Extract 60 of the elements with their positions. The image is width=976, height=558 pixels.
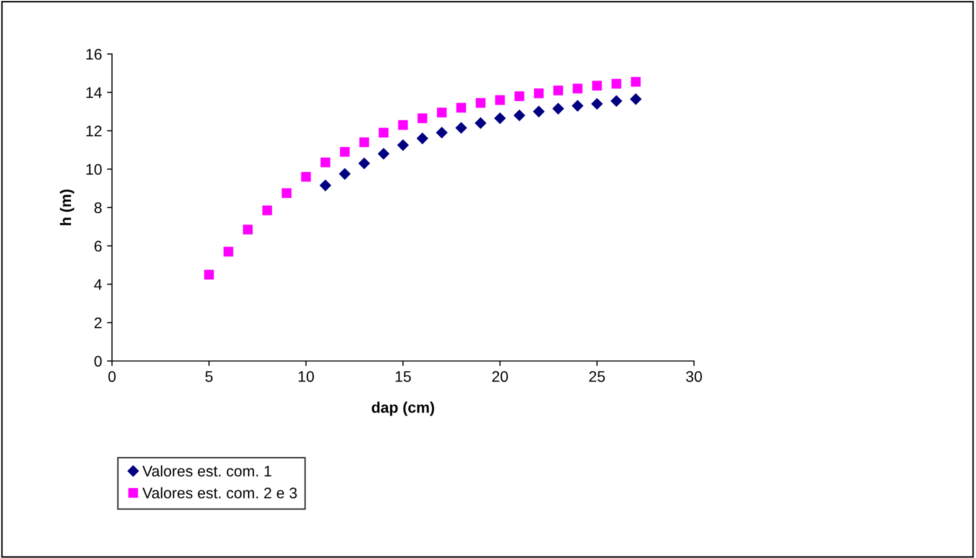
point [204,270,214,280]
point [514,110,526,122]
point [630,76,641,87]
point [282,188,292,198]
y-tick-label: 10 [86,164,102,175]
point [262,206,272,216]
point [455,122,468,134]
point [552,102,564,115]
point [359,137,370,148]
y-tick-label: 16 [86,48,102,60]
point [378,148,390,160]
point [474,117,486,129]
point [514,91,524,102]
point [338,168,351,180]
point [572,100,584,112]
point [591,98,603,110]
point [436,126,448,139]
point [612,78,622,89]
x-tick-label: 0 [108,371,116,382]
legend-label: Valores est. com. 1 [142,465,272,477]
point [358,157,370,170]
point [532,106,545,118]
y-tick-label: 12 [86,126,102,136]
point [242,224,253,234]
point [436,108,447,118]
point [418,113,428,124]
x-axis-title: dap (cm) [372,402,434,416]
x-tick-label: 25 [589,371,605,382]
x-tick-label: 30 [686,371,702,382]
y-tick-label: 14 [86,87,102,98]
point [397,139,409,152]
y-tick-label: 4 [94,279,102,290]
point [340,146,350,157]
point [494,112,506,124]
x-tick-label: 20 [492,371,508,382]
point [224,246,234,256]
legend-label: Valores est. com. 2 e 3 [142,487,297,498]
y-tick-label: 0 [94,356,102,367]
x-tick-label: 15 [396,371,411,382]
point [553,86,564,96]
y-tick-label: 2 [94,317,102,328]
point [534,88,544,98]
y-axis-title: h (m) [60,190,74,226]
point [416,132,428,144]
point [495,95,505,105]
y-tick-label: 6 [94,240,102,252]
point [320,158,330,168]
point [476,98,486,108]
point [592,80,602,91]
point [610,95,622,107]
point [630,93,642,105]
point [378,128,388,138]
point [320,180,332,192]
y-tick-label: 8 [94,202,102,214]
point [301,172,311,182]
x-tick-label: 10 [298,371,314,382]
point [398,120,408,130]
point [572,84,582,94]
x-tick-label: 5 [205,371,213,382]
point [456,102,466,113]
